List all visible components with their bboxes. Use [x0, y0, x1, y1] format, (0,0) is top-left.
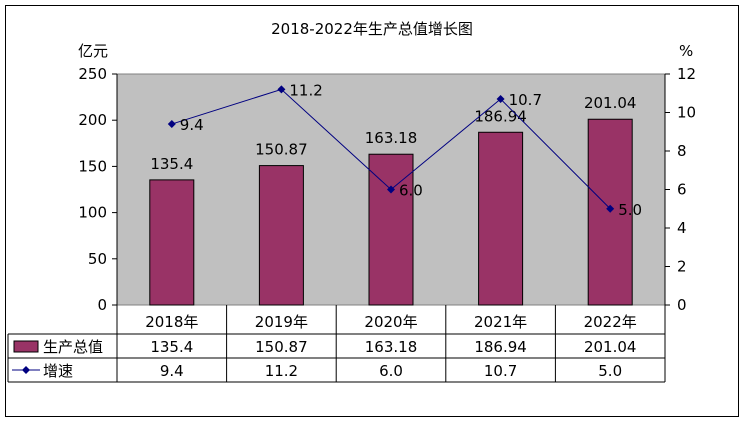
- bar: [478, 131, 524, 306]
- line-data-label: 11.2: [289, 81, 322, 99]
- table-cell-growth: 6.0: [379, 362, 403, 380]
- table-cell-gdp: 163.18: [365, 338, 418, 356]
- left-axis-unit: 亿元: [78, 42, 108, 60]
- category-label: 2018年: [145, 313, 198, 331]
- left-tick-label: 100: [78, 204, 107, 222]
- table-cell-gdp: 201.04: [584, 338, 637, 356]
- left-tick-label: 50: [88, 250, 107, 268]
- line-data-label: 9.4: [180, 116, 204, 134]
- table-cell-gdp: 135.4: [150, 338, 193, 356]
- table-cell-growth: 9.4: [160, 362, 184, 380]
- legend-key-marker: [22, 366, 30, 374]
- left-axis: 0 50 100 150 200 250: [78, 65, 118, 314]
- bar-data-label: 150.87: [255, 141, 308, 159]
- table-cell-growth: 5.0: [598, 362, 622, 380]
- bar: [368, 153, 414, 306]
- line-point: [496, 95, 505, 104]
- bar-data-label: 186.94: [474, 107, 527, 125]
- line-point: [277, 85, 286, 94]
- right-tick-label: 12: [677, 65, 696, 83]
- bar: [258, 165, 304, 306]
- left-tick-label: 250: [78, 65, 107, 83]
- left-tick-label: 0: [97, 296, 107, 314]
- data-table: 2018年 135.4 9.4 2019年 150.87 11.2 2020年 163.18 6…: [7, 305, 666, 383]
- right-axis: 0 2 4 6 8 10 12: [664, 65, 696, 314]
- right-tick-label: 6: [677, 181, 687, 199]
- right-tick-label: 0: [677, 296, 687, 314]
- legend-label-gdp: 生产总值: [43, 338, 103, 356]
- line-point: [167, 120, 176, 129]
- category-label: 2021年: [474, 313, 527, 331]
- bar-data-label: 163.18: [365, 129, 418, 147]
- right-tick-label: 8: [677, 142, 687, 160]
- line-data-label: 5.0: [618, 201, 642, 219]
- right-tick-label: 4: [677, 219, 687, 237]
- bar-data-label: 201.04: [584, 94, 637, 112]
- bar: [149, 179, 195, 306]
- chart-title: 2018-2022年生产总值增长图: [271, 20, 473, 38]
- bar-series: 135.4 150.87 163.18 186.94 201.04: [149, 94, 637, 306]
- line-data-label: 6.0: [399, 182, 423, 200]
- left-tick-label: 200: [78, 111, 107, 129]
- line-data-label: 10.7: [509, 91, 542, 109]
- line-series: 9.4 11.2 6.0 10.7 5.0: [167, 81, 642, 219]
- legend-key-bar: [13, 340, 39, 353]
- line-point: [606, 204, 615, 213]
- right-tick-label: 10: [677, 104, 696, 122]
- category-label: 2020年: [364, 313, 417, 331]
- right-axis-unit: %: [679, 42, 693, 60]
- right-tick-label: 2: [677, 258, 687, 276]
- table-cell-gdp: 150.87: [255, 338, 308, 356]
- line-point: [387, 185, 395, 194]
- bar-data-label: 135.4: [150, 155, 193, 173]
- legend-label-growth: 增速: [43, 362, 73, 380]
- table-cell-gdp: 186.94: [474, 338, 527, 356]
- category-label: 2019年: [255, 313, 308, 331]
- table-cell-growth: 10.7: [484, 362, 517, 380]
- category-label: 2022年: [584, 313, 637, 331]
- left-tick-label: 150: [78, 157, 107, 175]
- table-cell-growth: 11.2: [265, 362, 298, 380]
